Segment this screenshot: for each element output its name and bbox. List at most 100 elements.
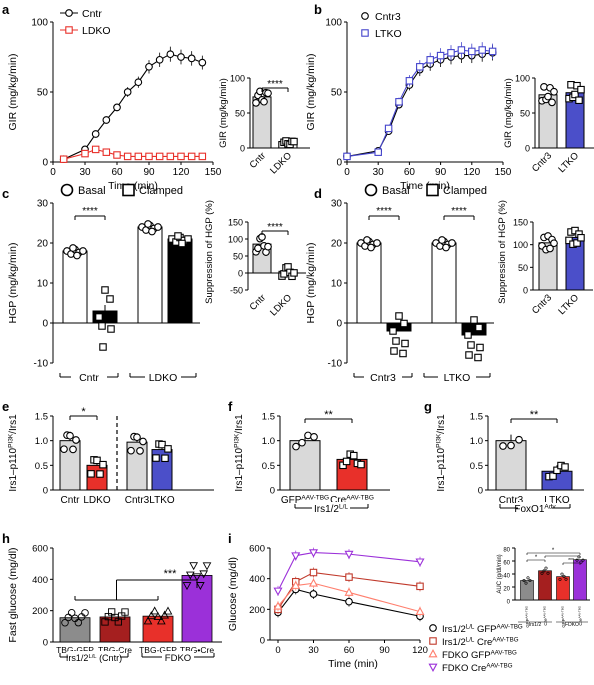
c-bar (137, 226, 163, 324)
c-inset-significance: **** (267, 222, 283, 233)
b-legend-label: Cntr3 (375, 11, 401, 23)
g-dot (553, 466, 561, 475)
h-group-label: FDKO (165, 653, 191, 664)
c-inset-y-tick-label: 50 (233, 252, 243, 262)
d-dot (442, 243, 450, 252)
a-inset-x-tick-label: LDKO (268, 150, 294, 176)
b-y-tick-label: 50 (331, 88, 343, 99)
b-data-point (395, 98, 403, 106)
b-inset-x-tick-label: LTKO (556, 150, 581, 175)
e-x-tick-label: LTKO (149, 495, 175, 506)
a-inset-y-tick-label: 100 (230, 74, 245, 84)
i-x-tick-label: 0 (275, 645, 280, 656)
e-dot (139, 437, 147, 446)
c-dot (174, 232, 182, 240)
h-dot (150, 606, 160, 615)
c-y-tick-label: -10 (34, 359, 49, 370)
i-legend-marker (428, 663, 438, 672)
d-group-label: Cntr3 (370, 372, 396, 384)
a-inset-dot (290, 137, 298, 146)
b-x-tick-label: 120 (463, 167, 480, 178)
d-dot (438, 236, 446, 244)
i-x-tick-label: 120 (412, 645, 428, 656)
i-x-tick-label: 60 (344, 645, 355, 656)
i-inset-dot (560, 572, 564, 576)
c-group-label: LDKO (149, 372, 178, 384)
d-bar (356, 242, 382, 324)
a-legend-marker (65, 26, 73, 34)
a-inset-dot (260, 97, 268, 106)
b-data-point (436, 51, 445, 60)
a-y-axis-label: GIR (mg/kg/min) (7, 53, 19, 130)
d-inset-bar (538, 242, 558, 291)
f-y-tick-label: 1.5 (262, 412, 275, 423)
c-significance: **** (82, 206, 98, 217)
i-inset-dot (528, 579, 532, 583)
c-dot (178, 239, 186, 248)
d-y-tick-label: 10 (331, 279, 343, 290)
h-dot (195, 582, 205, 591)
b-data-point (384, 124, 393, 133)
a-inset-y-tick-label: 0 (240, 144, 245, 154)
i-inset-dot (558, 577, 562, 581)
i-data-point (291, 552, 301, 561)
b-data-point (488, 47, 497, 56)
h-dot (143, 616, 153, 625)
d-dot (389, 327, 397, 335)
panel-label-a: a (2, 2, 10, 17)
a-inset-y-tick-label: 50 (235, 109, 245, 119)
c-dot (106, 295, 114, 303)
h-x-tick-label: TBG-GFP (56, 645, 94, 655)
i-inset-significance: * (552, 548, 555, 554)
f-group-label-bg (312, 502, 350, 514)
h-dot (185, 571, 195, 580)
d-legend-basal-marker (364, 183, 378, 197)
i-inset-bar (556, 576, 570, 601)
h-dot (182, 582, 192, 591)
e-dot (164, 445, 172, 453)
h-x-tick-label: TBG•Cre (180, 645, 214, 655)
a-data-point (113, 151, 121, 159)
a-data-point (177, 152, 185, 161)
i-data-point (415, 606, 425, 615)
d-inset-x-tick-label: LTKO (556, 292, 581, 317)
c-y-tick-label: 20 (37, 239, 49, 250)
d-y-tick-label: 0 (336, 319, 342, 330)
d-significance: **** (451, 206, 467, 217)
c-dot (144, 220, 152, 228)
i-inset-bar (538, 570, 552, 601)
h-dot (67, 608, 76, 617)
d-dot (464, 331, 472, 339)
f-y-tick-label: 0 (270, 486, 275, 497)
b-inset-dot (573, 81, 581, 90)
c-dot (148, 227, 156, 236)
b-inset-y-tick-label: 0 (525, 144, 530, 154)
panel-label-f: f (228, 399, 233, 414)
a-data-point (187, 152, 196, 161)
h-dot (146, 611, 156, 620)
i-legend-label: FDKO GFPAAV-TBG (442, 650, 517, 661)
i-inset-x-tick-label: GFPAAV-TBG (560, 605, 566, 627)
c-y-axis-label: HGP (mg/kg/min) (7, 243, 19, 324)
h-x-tick-label: TBG-GFP (139, 645, 177, 655)
a-inset-dot (264, 89, 272, 98)
c-legend-basal-marker (60, 183, 74, 197)
d-y-tick-label: -10 (328, 359, 343, 370)
a-x-tick-label: 30 (79, 167, 91, 178)
h-dot (160, 610, 170, 619)
a-data-point (145, 152, 153, 161)
i-data-point (416, 582, 424, 591)
c-legend-clamped-marker (122, 183, 135, 197)
e-dot (133, 433, 141, 442)
h-y-tick-label: 600 (32, 544, 48, 555)
i-inset-dot (542, 569, 546, 573)
e-y-tick-label: 1.5 (35, 412, 48, 423)
h-dot (189, 562, 199, 571)
a-data-point (134, 78, 143, 87)
e-dot (66, 431, 74, 440)
h-dot (81, 609, 89, 617)
a-legend-label: Cntr (82, 8, 102, 20)
panel-label-c: c (2, 186, 9, 201)
i-data-point (291, 580, 301, 589)
h-y-axis-label: Fast glucose (mg/dl) (7, 547, 19, 642)
